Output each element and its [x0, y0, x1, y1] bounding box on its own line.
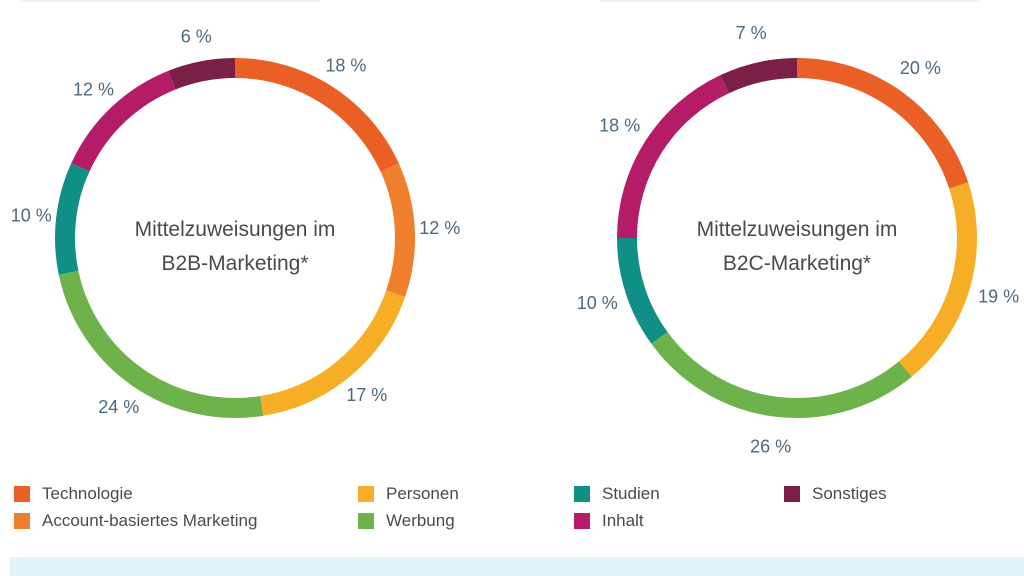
legend-label: Technologie: [42, 484, 133, 503]
b2b-label-werbung: 24 %: [98, 397, 139, 417]
legend-item-inhalt: Inhalt: [574, 511, 644, 531]
b2b-label-technologie: 18 %: [325, 56, 366, 76]
legend-label: Personen: [386, 484, 459, 503]
legend-label: Inhalt: [602, 511, 644, 530]
b2b-label-personen: 17 %: [346, 385, 387, 405]
b2c-donut-chart: Mittelzuweisungen im B2C-Marketing* 20 %…: [577, 23, 1019, 456]
legend-swatch: [358, 513, 374, 529]
legend-swatch: [574, 486, 590, 502]
b2c-label-technologie: 20 %: [900, 58, 941, 78]
legend-item-technologie: Technologie: [14, 484, 133, 504]
b2b-donut-chart: Mittelzuweisungen im B2B-Marketing* 18 %…: [11, 27, 460, 418]
legend-label: Werbung: [386, 511, 455, 530]
b2b-label-studien: 10 %: [11, 205, 52, 225]
legend-swatch: [574, 513, 590, 529]
b2b-slice-inhalt: [71, 70, 176, 172]
legend-swatch: [784, 486, 800, 502]
b2c-slice-technologie: [796, 58, 969, 189]
b2c-slice-studien: [617, 237, 668, 344]
top-rule-left: [20, 0, 320, 2]
legend-swatch: [358, 486, 374, 502]
legend-swatch: [14, 513, 30, 529]
b2b-slice-sonstiges: [168, 58, 236, 90]
b2b-slice-technologie: [234, 58, 399, 172]
b2c-slice-inhalt: [617, 75, 729, 239]
b2c-label-werbung: 26 %: [750, 436, 791, 456]
b2b-chart-title-line1: Mittelzuweisungen im: [135, 218, 336, 241]
b2c-label-sonstiges: 7 %: [736, 23, 767, 43]
b2b-label-sonstiges: 6 %: [181, 27, 212, 47]
b2b-slice-studien: [55, 163, 90, 275]
b2c-slice-werbung: [651, 332, 912, 418]
b2c-chart-title-line2: B2C-Marketing*: [723, 252, 871, 275]
legend-label: Sonstiges: [812, 484, 887, 503]
legend-item-werbung: Werbung: [358, 511, 455, 531]
b2c-label-studien: 10 %: [577, 293, 618, 313]
legend-item-sonstiges: Sonstiges: [784, 484, 887, 504]
legend-item-studien: Studien: [574, 484, 660, 504]
legend-label: Account-basiertes Marketing: [42, 511, 258, 530]
b2b-slice-personen: [260, 290, 406, 416]
b2b-slice-account-basiertes-marketing: [380, 163, 415, 297]
b2c-label-personen: 19 %: [978, 287, 1019, 307]
b2c-label-inhalt: 18 %: [599, 115, 640, 135]
top-rule-right: [600, 0, 980, 2]
legend-label: Studien: [602, 484, 660, 503]
b2c-chart-title-line1: Mittelzuweisungen im: [697, 218, 898, 241]
bottom-info-band: [10, 557, 1024, 576]
legend-item-personen: Personen: [358, 484, 459, 504]
b2c-slice-personen: [898, 182, 977, 377]
b2b-chart-title-line2: B2B-Marketing*: [161, 252, 308, 275]
legend-swatch: [14, 486, 30, 502]
b2b-label-account-basiertes-marketing: 12 %: [419, 218, 460, 238]
b2c-slice-sonstiges: [720, 58, 798, 94]
b2b-slice-werbung: [58, 270, 264, 418]
b2b-label-inhalt: 12 %: [73, 80, 114, 100]
legend-item-account-basiertes-marketing: Account-basiertes Marketing: [14, 511, 257, 531]
legend: Technologie Account-basiertes Marketing …: [0, 478, 1024, 538]
